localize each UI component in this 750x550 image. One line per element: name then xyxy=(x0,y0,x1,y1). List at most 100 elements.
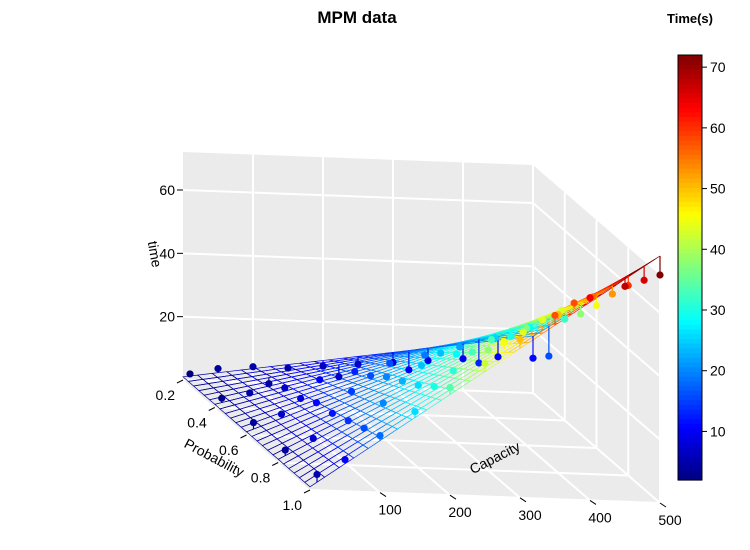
colorbar-band xyxy=(678,446,702,453)
colorbar-band xyxy=(678,258,702,264)
x-tick-mark xyxy=(519,497,527,503)
colorbar-band xyxy=(678,64,702,70)
y-tick-mark xyxy=(176,379,184,384)
colorbar-band xyxy=(678,366,702,372)
colorbar-band xyxy=(678,92,702,99)
colorbar-band xyxy=(678,106,702,113)
colorbar-band xyxy=(678,413,702,420)
data-point xyxy=(281,446,289,454)
colorbar-band xyxy=(678,149,702,155)
data-point xyxy=(379,399,387,407)
data-point xyxy=(516,335,524,344)
data-point xyxy=(414,381,422,389)
data-point xyxy=(249,363,257,371)
x-tick-mark xyxy=(379,492,387,498)
colorbar-band xyxy=(678,380,702,387)
colorbar-tick-label: 10 xyxy=(710,423,726,439)
data-point xyxy=(608,290,616,298)
colorbar: Time(s) 10 20 30 40 50 60 70 xyxy=(667,11,726,481)
colorbar-band xyxy=(678,428,702,434)
colorbar-band xyxy=(678,102,702,108)
data-point xyxy=(376,432,384,440)
colorbar-band xyxy=(678,83,702,89)
colorbar-tick-label: 30 xyxy=(710,302,726,318)
data-point xyxy=(186,370,194,378)
colorbar-band xyxy=(678,451,702,457)
z-tick-label: 20 xyxy=(159,309,175,325)
colorbar-band xyxy=(678,395,702,401)
colorbar-band xyxy=(678,220,702,226)
colorbar-band xyxy=(678,158,702,165)
colorbar-band xyxy=(678,300,702,306)
grid-line xyxy=(532,328,661,441)
colorbar-band xyxy=(678,140,702,146)
data-point xyxy=(411,407,419,416)
colorbar-band xyxy=(678,55,702,61)
colorbar-band xyxy=(678,121,702,127)
colorbar-band xyxy=(678,286,702,292)
colorbar-band xyxy=(678,475,702,481)
colorbar-band xyxy=(678,97,702,103)
colorbar-tick-label: 20 xyxy=(710,363,726,379)
colorbar-band xyxy=(678,196,702,202)
data-point xyxy=(277,410,286,418)
data-point xyxy=(354,360,362,368)
x-tick-mark xyxy=(659,502,667,508)
data-point xyxy=(621,282,629,290)
data-point xyxy=(424,357,432,365)
colorbar-band xyxy=(678,191,702,198)
data-point xyxy=(437,349,445,357)
colorbar-tick-label: 40 xyxy=(710,241,726,257)
data-point xyxy=(487,336,496,344)
data-point xyxy=(246,389,254,397)
data-point xyxy=(398,377,406,385)
data-point xyxy=(313,470,321,479)
data-point xyxy=(386,359,394,367)
colorbar-band xyxy=(678,399,702,406)
grid-line xyxy=(182,379,534,394)
z-tick-label: 60 xyxy=(159,182,175,198)
colorbar-band xyxy=(678,144,702,151)
y-tick-mark xyxy=(208,407,215,411)
data-point xyxy=(561,315,569,323)
colorbar-band xyxy=(678,437,702,443)
data-point xyxy=(586,294,594,302)
data-point xyxy=(475,359,483,367)
data-point xyxy=(405,366,413,374)
data-point xyxy=(421,351,429,359)
colorbar-band xyxy=(678,470,702,476)
grid-line xyxy=(278,461,629,477)
colorbar-tick-label: 70 xyxy=(710,59,726,75)
colorbar-band xyxy=(678,88,702,94)
data-point xyxy=(592,301,601,310)
colorbar-band xyxy=(678,78,702,84)
colorbar-band xyxy=(678,456,702,462)
colorbar-band xyxy=(678,125,702,132)
colorbar-band xyxy=(678,225,702,231)
colorbar-band xyxy=(678,182,702,188)
data-point xyxy=(309,434,317,443)
data-point xyxy=(347,387,356,395)
data-point xyxy=(218,394,226,402)
data-point xyxy=(430,382,438,391)
data-point xyxy=(570,299,578,307)
data-point xyxy=(319,362,327,370)
colorbar-band xyxy=(678,432,702,439)
colorbar-band xyxy=(678,272,702,278)
colorbar-band xyxy=(678,262,702,269)
z-axis-label: time xyxy=(145,240,165,269)
colorbar-band xyxy=(678,291,702,297)
data-point xyxy=(484,346,492,354)
colorbar-band xyxy=(678,267,702,273)
grid-line xyxy=(182,252,534,268)
colorbar-band xyxy=(678,276,702,283)
data-point xyxy=(351,367,359,376)
data-point xyxy=(284,364,292,372)
data-point xyxy=(507,333,515,341)
x-tick-mark xyxy=(589,499,597,505)
data-point xyxy=(545,352,553,360)
x-tick-label: 500 xyxy=(658,512,682,528)
colorbar-band xyxy=(678,173,702,179)
y-tick-label: 0.4 xyxy=(187,415,207,431)
colorbar-band xyxy=(678,116,702,122)
